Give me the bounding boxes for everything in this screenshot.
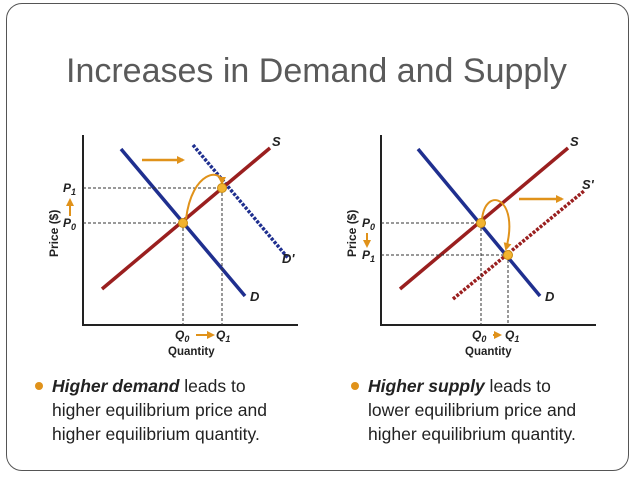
right-p0-label: P0 <box>362 216 375 232</box>
right-bullet-line-3: higher equilibrium quantity. <box>368 424 576 444</box>
left-bullet: Higher demand leads to higher equilibriu… <box>35 374 267 446</box>
right-equilibrium-point-1 <box>503 250 513 260</box>
left-quantity-axis-label: Quantity <box>168 346 215 358</box>
left-bullet-line-1: Higher demand leads to <box>52 376 246 396</box>
right-q1-label: Q1 <box>505 328 519 344</box>
right-bullet: Higher supply leads to lower equilibrium… <box>351 374 577 446</box>
right-price-axis-label: Price ($) <box>345 210 359 257</box>
right-supply-curve <box>398 146 570 291</box>
right-new-supply-curve <box>451 189 586 301</box>
left-new-demand-curve <box>191 143 290 260</box>
left-equilibrium-point-0 <box>178 218 188 228</box>
left-bullet-line-2: higher equilibrium price and <box>52 400 267 420</box>
left-p0-label: P0 <box>63 216 76 232</box>
left-supply-label: S <box>272 134 281 149</box>
right-supply-label: S <box>570 134 579 149</box>
bullet-dot-icon <box>35 382 43 390</box>
right-equilibrium-point-0 <box>476 218 486 228</box>
right-bullet-line-1: Higher supply leads to <box>368 376 551 396</box>
right-demand-label: D <box>545 289 555 304</box>
left-q1-label: Q1 <box>216 328 230 344</box>
right-diagram: P0 P1 S S' D Q0 Q1 Quantity Price ($) <box>345 134 596 358</box>
right-bullet-line-2: lower equilibrium price and <box>368 400 577 420</box>
left-diagram: P1 P0 S D' D Q0 Q1 Quantity Price ($) <box>47 134 298 358</box>
left-new-demand-label: D' <box>282 251 295 266</box>
right-q0-label: Q0 <box>472 328 486 344</box>
slide-frame <box>6 3 629 471</box>
slide-title: Increases in Demand and Supply <box>66 52 567 90</box>
left-demand-label: D <box>250 289 260 304</box>
right-new-supply-label: S' <box>582 177 595 192</box>
left-equilibrium-point-1 <box>217 183 227 193</box>
left-q0-label: Q0 <box>175 328 189 344</box>
left-bullet-line-3: higher equilibrium quantity. <box>52 424 260 444</box>
left-equilibrium-arc <box>185 173 226 220</box>
left-price-axis-label: Price ($) <box>47 210 61 257</box>
left-p1-label: P1 <box>63 181 76 197</box>
right-quantity-axis-label: Quantity <box>465 346 512 358</box>
right-equilibrium-arc <box>481 199 512 251</box>
bullet-dot-icon <box>351 382 359 390</box>
right-p1-label: P1 <box>362 248 375 264</box>
